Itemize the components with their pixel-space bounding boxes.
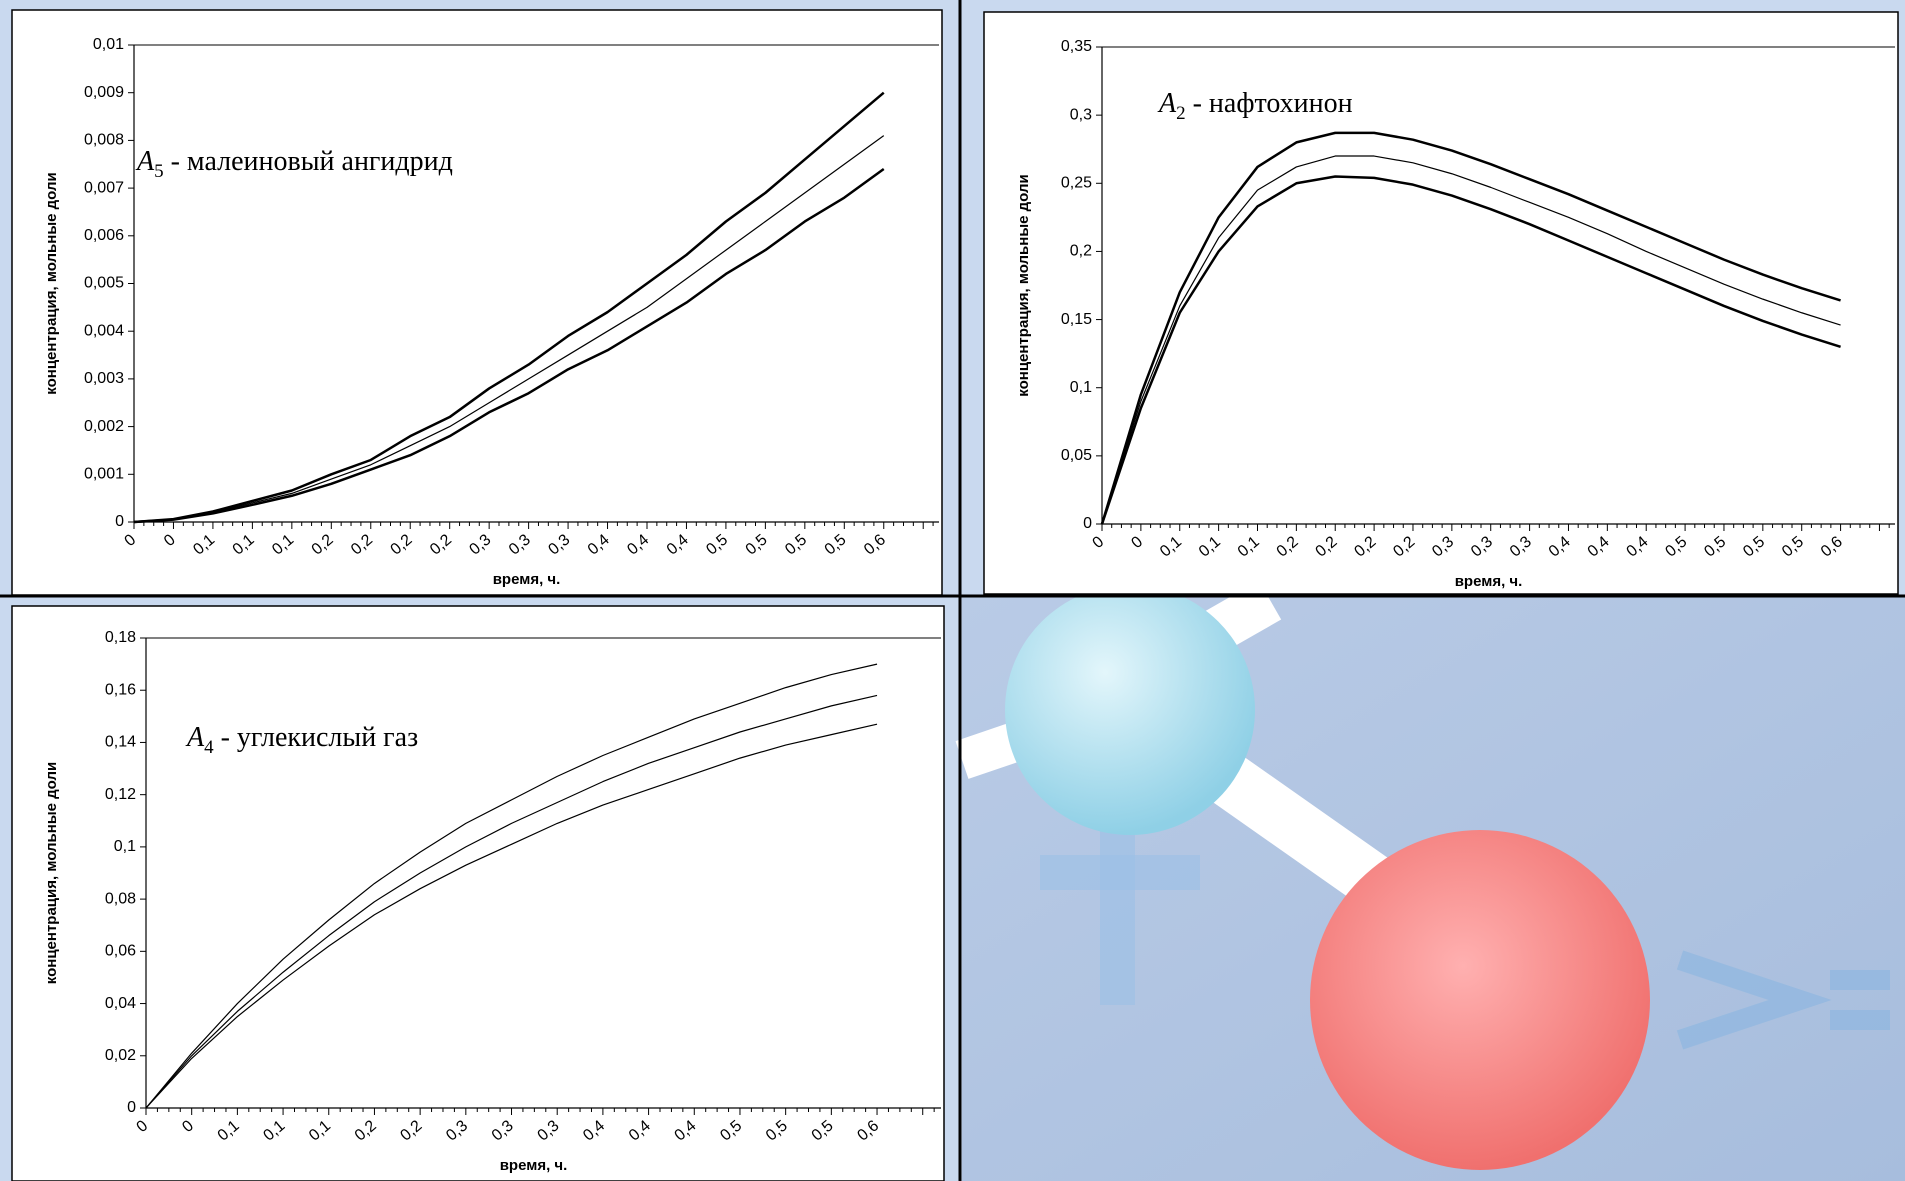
data-line [1101,155,1841,525]
data-line [1100,131,1841,525]
y-tick-label: 0,008 [84,132,124,149]
y-tick-label: 0,14 [105,734,136,751]
y-axis-title: концентрация, мольные доли [43,762,60,984]
annotation-text: - углекислый газ [214,722,419,753]
y-tick-label: 0,007 [84,179,124,196]
y-tick-label: 0,3 [1070,106,1092,123]
annotation-text: - малеиновый ангидрид [164,146,453,177]
y-tick-label: 0 [1083,515,1092,532]
y-tick-label: 0,004 [84,322,124,339]
y-tick-label: 0,02 [105,1047,136,1064]
y-tick-label: 0 [127,1099,136,1116]
data-line [145,694,878,1109]
annotation-text: - нафтохинон [1186,88,1353,119]
y-tick-label: 0,001 [84,466,124,483]
data-line [1100,175,1841,525]
chart: 0 0,001 0,002 0,003 0,004 0,005 0,006 0,007 0,00… [11,9,943,596]
atom [1005,585,1255,835]
annotation-subscript: 2 [1176,103,1186,124]
annotation-symbol: A [1157,88,1177,119]
annotation-symbol: A [135,146,155,177]
y-axis-title: концентрация, мольные доли [1015,174,1032,396]
chart: 00,050,10,150,20,250,30,350 0 0,1 0,1 0,1 0,2… [983,11,1899,595]
annotation-symbol: A [185,722,205,753]
y-tick-label: 0,18 [105,629,136,646]
y-tick-label: 0,25 [1061,175,1092,192]
y-axis-title: концентрация, мольные доли [43,172,60,394]
y-tick-label: 0,16 [105,681,136,698]
annotation: A5 - малеиновый ангидрид [135,146,453,182]
data-line [145,723,878,1109]
decor-image [955,580,1905,1181]
y-tick-label: 0,006 [84,227,124,244]
y-tick-label: 0,1 [1070,379,1092,396]
plus-decor [1040,855,1200,890]
y-tick-label: 0,05 [1061,447,1092,464]
annotation: A2 - нафтохинон [1157,88,1353,124]
x-axis-title: время, ч. [500,1157,568,1174]
y-tick-label: 0,009 [84,84,124,101]
chart-frame [11,605,945,1181]
y-tick-label: 0,12 [105,786,136,803]
arrow-decor [1676,950,1890,1050]
data-line [133,168,885,524]
y-tick-label: 0,15 [1061,311,1092,328]
data-line [133,135,885,523]
y-tick-label: 0,06 [105,943,136,960]
chart-frame [983,11,1899,595]
y-tick-label: 0,35 [1061,38,1092,55]
annotation: A4 - углекислый газ [185,722,418,758]
x-axis-title: время, ч. [1455,573,1523,590]
annotation-subscript: 5 [154,161,164,182]
data-line [145,663,878,1109]
data-line [133,91,885,524]
x-axis-title: время, ч. [493,571,561,588]
atom [1310,830,1650,1170]
y-tick-label: 0,002 [84,418,124,435]
y-tick-label: 0,01 [93,36,124,53]
y-tick-label: 0,1 [114,838,136,855]
y-tick-label: 0,003 [84,370,124,387]
y-tick-label: 0,005 [84,275,124,292]
y-tick-label: 0 [115,513,124,530]
y-tick-label: 0,2 [1070,243,1092,260]
chart: 00,020,040,060,080,10,120,140,160,180 0 0,… [11,605,945,1181]
y-tick-label: 0,08 [105,890,136,907]
y-tick-label: 0,04 [105,995,136,1012]
chart-frame [11,9,943,596]
annotation-subscript: 4 [204,737,214,758]
